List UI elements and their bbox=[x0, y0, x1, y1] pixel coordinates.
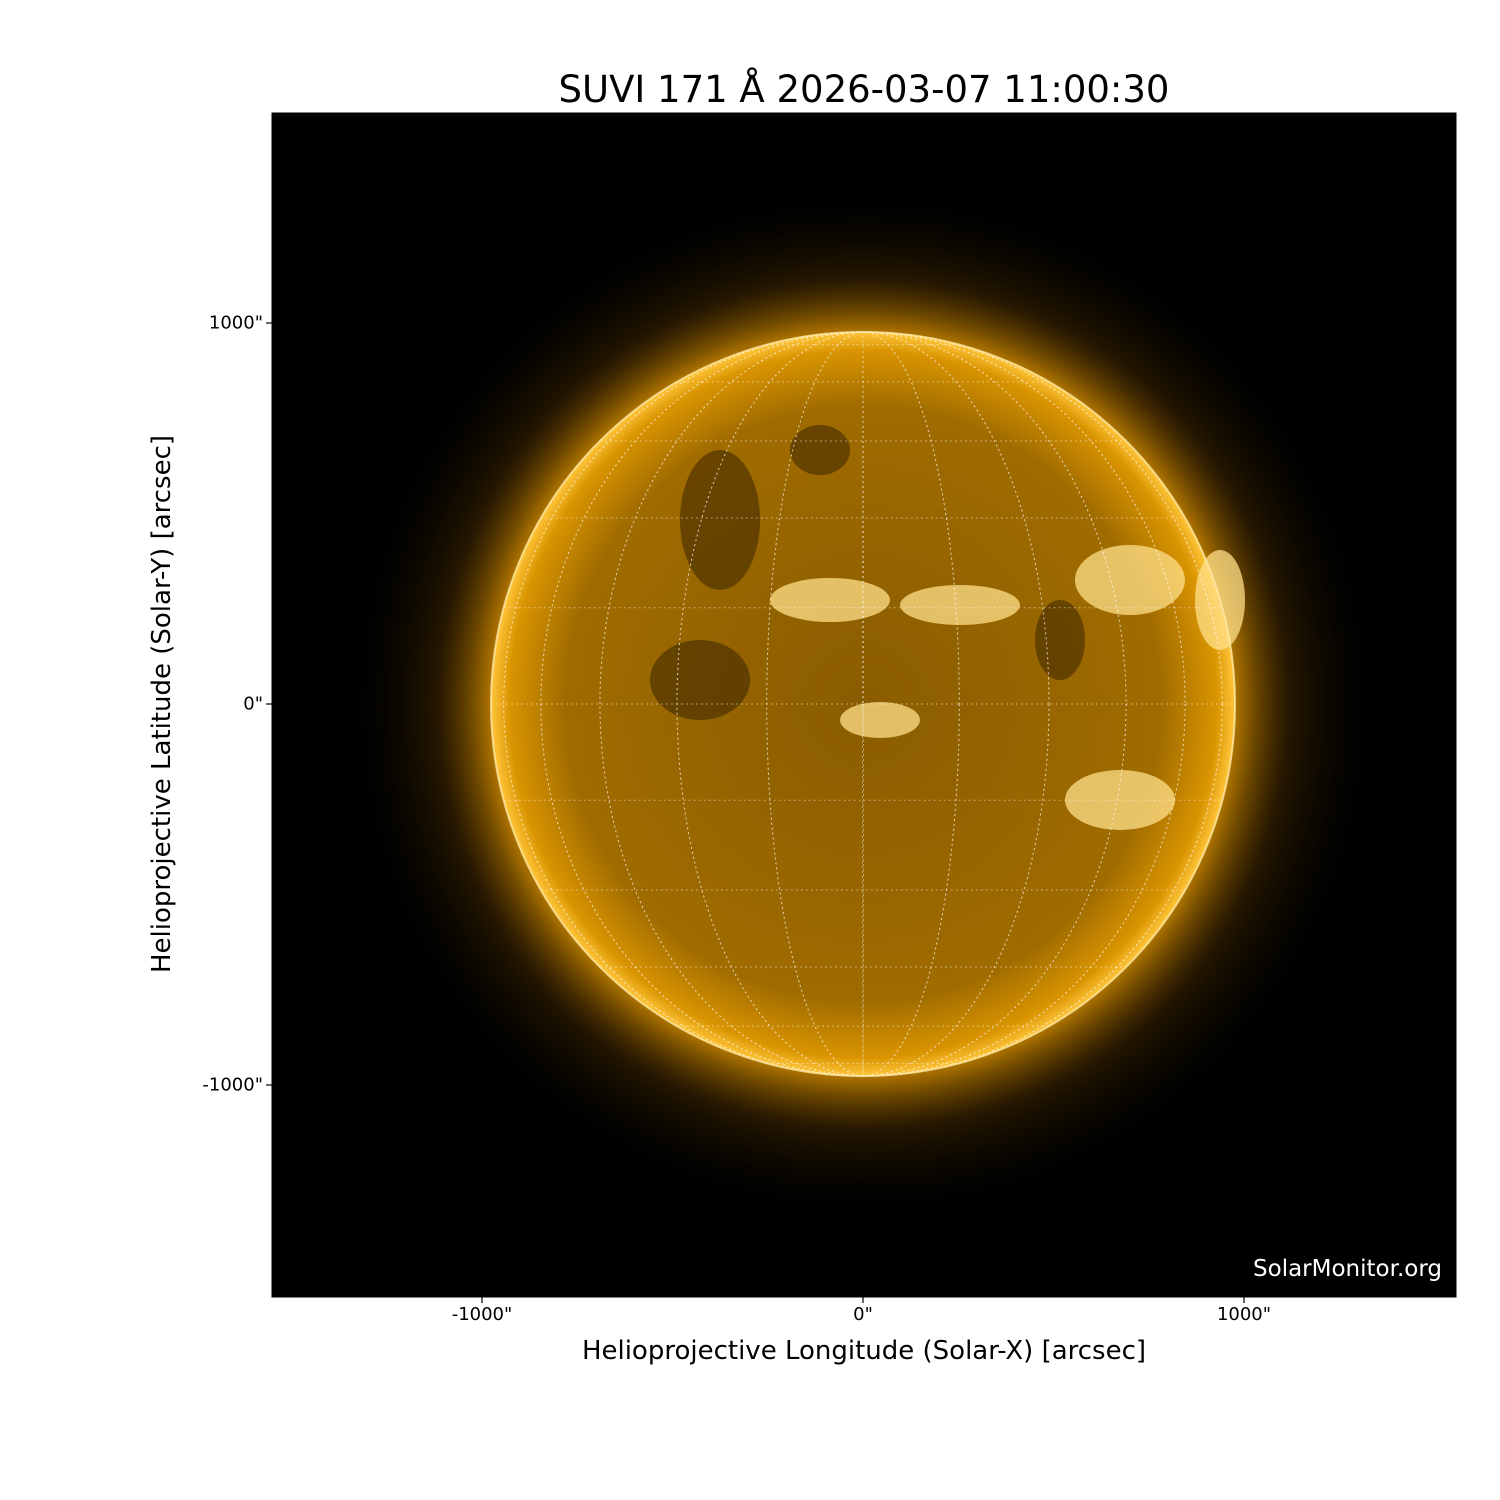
plot-title: SUVI 171 Å 2026-03-07 11:00:30 bbox=[558, 68, 1170, 111]
active-regions bbox=[770, 545, 1245, 830]
x-tick-label: -1000" bbox=[451, 1304, 513, 1325]
grid-meridian bbox=[503, 331, 1223, 1077]
y-tick-label: 0" bbox=[243, 693, 263, 715]
y-tick-label: -1000" bbox=[202, 1074, 263, 1096]
grid-meridian bbox=[503, 331, 1223, 1077]
y-tick-label: 1000" bbox=[208, 312, 263, 334]
tick-marks bbox=[266, 322, 1245, 1303]
x-tick-label: 1000" bbox=[1216, 1304, 1272, 1325]
watermark: SolarMonitor.org bbox=[1253, 1256, 1442, 1282]
solar-limb bbox=[490, 331, 1236, 1077]
x-tick-label: 0" bbox=[853, 1304, 873, 1325]
x-axis-label: Helioprojective Longitude (Solar-X) [arc… bbox=[581, 1336, 1147, 1366]
y-axis-label: Helioprojective Latitude (Solar-Y) [arcs… bbox=[147, 434, 177, 974]
coronal-holes bbox=[650, 425, 1085, 720]
